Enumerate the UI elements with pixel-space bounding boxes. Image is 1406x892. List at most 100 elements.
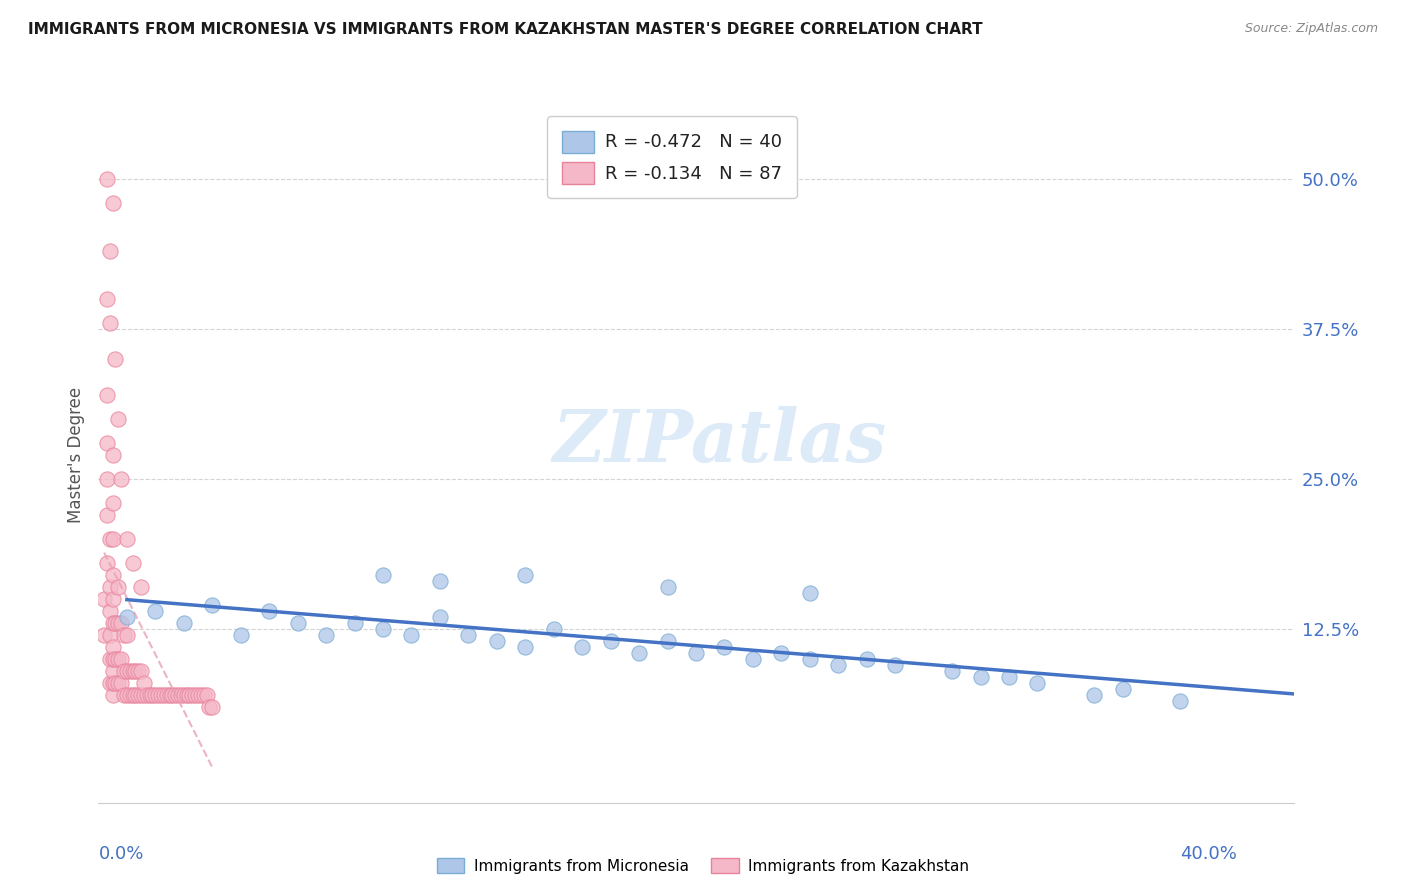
Point xyxy=(429,610,451,624)
Point xyxy=(401,628,423,642)
Point xyxy=(343,615,366,630)
Point xyxy=(257,604,280,618)
Point xyxy=(515,640,537,654)
Point xyxy=(107,676,129,690)
Point xyxy=(121,664,143,678)
Point xyxy=(138,688,160,702)
Point xyxy=(799,652,821,666)
Point xyxy=(884,657,907,672)
Point xyxy=(143,688,166,702)
Point xyxy=(107,580,129,594)
Point xyxy=(104,676,127,690)
Point xyxy=(101,196,124,211)
Point xyxy=(101,664,124,678)
Point xyxy=(159,688,181,702)
Point xyxy=(515,567,537,582)
Point xyxy=(107,615,129,630)
Point xyxy=(104,351,127,366)
Point xyxy=(118,664,141,678)
Point xyxy=(96,388,118,402)
Point xyxy=(657,580,679,594)
Point xyxy=(148,688,170,702)
Point xyxy=(118,688,141,702)
Point xyxy=(104,615,127,630)
Point xyxy=(969,670,991,684)
Point xyxy=(101,640,124,654)
Text: Source: ZipAtlas.com: Source: ZipAtlas.com xyxy=(1244,22,1378,36)
Point xyxy=(184,688,207,702)
Point xyxy=(96,172,118,186)
Point xyxy=(770,646,793,660)
Point xyxy=(371,622,394,636)
Point xyxy=(599,633,621,648)
Point xyxy=(143,604,166,618)
Point xyxy=(173,615,195,630)
Point xyxy=(457,628,479,642)
Point xyxy=(110,615,132,630)
Point xyxy=(98,580,121,594)
Point xyxy=(1083,688,1105,702)
Point xyxy=(201,699,224,714)
Point xyxy=(141,688,163,702)
Text: ZIPatlas: ZIPatlas xyxy=(553,406,887,476)
Point xyxy=(98,316,121,330)
Point xyxy=(101,676,124,690)
Point xyxy=(98,244,121,258)
Point xyxy=(315,628,337,642)
Point xyxy=(129,664,152,678)
Point xyxy=(181,688,204,702)
Point xyxy=(179,688,201,702)
Point xyxy=(628,646,651,660)
Point xyxy=(187,688,209,702)
Point xyxy=(1112,681,1135,696)
Point xyxy=(96,436,118,450)
Point xyxy=(799,586,821,600)
Point xyxy=(132,676,155,690)
Point xyxy=(93,628,115,642)
Point xyxy=(93,591,115,606)
Point xyxy=(124,688,146,702)
Point xyxy=(998,670,1021,684)
Point xyxy=(112,688,135,702)
Point xyxy=(741,652,763,666)
Point xyxy=(98,652,121,666)
Point xyxy=(96,292,118,306)
Point xyxy=(429,574,451,588)
Point xyxy=(115,664,138,678)
Point xyxy=(485,633,508,648)
Point xyxy=(1168,694,1191,708)
Point xyxy=(107,412,129,426)
Point xyxy=(150,688,173,702)
Point xyxy=(129,688,152,702)
Point xyxy=(98,676,121,690)
Point xyxy=(107,652,129,666)
Point xyxy=(685,646,707,660)
Point xyxy=(193,688,215,702)
Point xyxy=(827,657,849,672)
Point xyxy=(101,615,124,630)
Point xyxy=(543,622,565,636)
Point xyxy=(112,628,135,642)
Point xyxy=(115,610,138,624)
Point xyxy=(121,688,143,702)
Point xyxy=(98,628,121,642)
Point xyxy=(112,664,135,678)
Point xyxy=(98,532,121,546)
Point xyxy=(855,652,877,666)
Point xyxy=(115,688,138,702)
Y-axis label: Master's Degree: Master's Degree xyxy=(66,387,84,523)
Point xyxy=(571,640,593,654)
Point xyxy=(941,664,963,678)
Legend: R = -0.472   N = 40, R = -0.134   N = 87: R = -0.472 N = 40, R = -0.134 N = 87 xyxy=(547,116,797,198)
Point xyxy=(132,688,155,702)
Point xyxy=(110,652,132,666)
Point xyxy=(371,567,394,582)
Point xyxy=(156,688,179,702)
Point xyxy=(1026,676,1049,690)
Point xyxy=(121,556,143,570)
Point xyxy=(153,688,176,702)
Point xyxy=(176,688,198,702)
Point xyxy=(101,496,124,510)
Point xyxy=(98,604,121,618)
Point xyxy=(115,532,138,546)
